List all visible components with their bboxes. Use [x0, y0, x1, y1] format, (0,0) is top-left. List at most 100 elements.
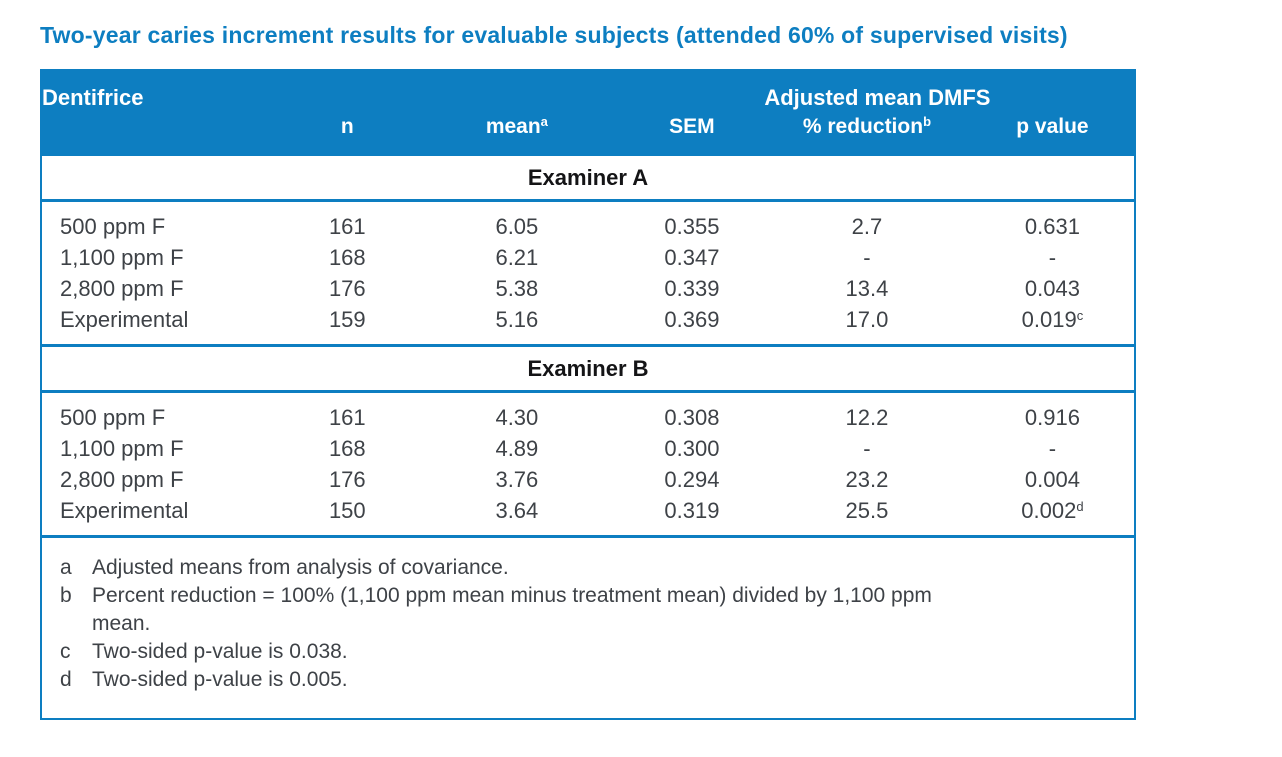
footnotes-row: a Adjusted means from analysis of covari… — [41, 535, 1135, 719]
cell-pvalue: 0.043 — [971, 273, 1135, 304]
cell-sem: 0.339 — [664, 276, 720, 301]
header-reduction-label: % reduction — [802, 115, 924, 138]
cell-pvalue: - — [971, 242, 1135, 273]
table-row: Experimental 150 3.64 0.319 25.5 0.002d — [41, 495, 1135, 537]
cell-n: 168 — [328, 436, 366, 461]
cell-pvalue: 0.916 — [971, 392, 1135, 434]
footnotes-cell: a Adjusted means from analysis of covari… — [41, 535, 1135, 719]
table-row: 500 ppm F 161 6.05 0.355 2.7 0.631 — [41, 201, 1135, 243]
header-dentifrice: Dentifrice — [41, 70, 621, 114]
footnote-text: Percent reduction = 100% (1,100 ppm mean… — [92, 584, 932, 635]
cell-n: 176 — [328, 467, 366, 492]
footnote-text: Two-sided p-value is 0.005. — [92, 668, 348, 691]
cell-mean: 3.76 — [495, 467, 539, 492]
footnote-d: d Two-sided p-value is 0.005. — [60, 666, 1114, 694]
cell-reduction: 13.4 — [845, 276, 889, 301]
header-col-reduction: % reductionb — [763, 114, 971, 155]
cell-dentifrice: 1,100 ppm F — [60, 245, 184, 270]
cell-n: 159 — [328, 307, 366, 332]
cell-sem: 0.300 — [664, 436, 720, 461]
cell-mean: 6.05 — [495, 214, 539, 239]
cell-n: 168 — [328, 245, 366, 270]
footnote-text: Adjusted means from analysis of covarian… — [92, 556, 509, 579]
footnote-marker: a — [60, 556, 72, 579]
cell-pvalue: 0.004 — [971, 464, 1135, 495]
cell-reduction: 2.7 — [851, 214, 883, 239]
cell-sem: 0.308 — [664, 405, 720, 430]
pvalue-text: - — [1048, 245, 1057, 270]
table-row: 1,100 ppm F 168 4.89 0.300 - - — [41, 433, 1135, 464]
cell-dentifrice: 500 ppm F — [60, 214, 166, 239]
section-label-examiner-b: Examiner B — [41, 344, 1135, 393]
cell-dentifrice: 2,800 ppm F — [60, 467, 184, 492]
examiner-b-rows: 500 ppm F 161 4.30 0.308 12.2 0.916 1,10… — [41, 392, 1135, 537]
section-band-examiner-a: Examiner A — [41, 153, 1135, 202]
footnote-b: b Percent reduction = 100% (1,100 ppm me… — [60, 582, 1114, 638]
cell-pvalue: 0.019c — [971, 304, 1135, 346]
table-header: Dentifrice Adjusted mean DMFS n meana SE… — [41, 70, 1135, 155]
footnotes-section: a Adjusted means from analysis of covari… — [41, 535, 1135, 719]
header-mean-label: mean — [485, 115, 541, 138]
cell-mean: 6.21 — [495, 245, 539, 270]
table-row: 500 ppm F 161 4.30 0.308 12.2 0.916 — [41, 392, 1135, 434]
table-row: 2,800 ppm F 176 3.76 0.294 23.2 0.004 — [41, 464, 1135, 495]
cell-sem: 0.355 — [664, 214, 720, 239]
footnote-text: Two-sided p-value is 0.038. — [92, 640, 348, 663]
pvalue-text: 0.916 — [1024, 405, 1080, 430]
cell-mean: 5.38 — [495, 276, 539, 301]
cell-sem: 0.347 — [664, 245, 720, 270]
cell-dentifrice: 1,100 ppm F — [60, 436, 184, 461]
footnote-marker: b — [60, 584, 72, 607]
pvalue-text: 0.002 — [1021, 498, 1077, 523]
header-col-n: n — [281, 114, 413, 155]
header-spacer — [41, 114, 282, 155]
pvalue-text: 0.019 — [1021, 307, 1077, 332]
cell-reduction: - — [863, 436, 871, 461]
header-col-pvalue: p value — [970, 114, 1135, 155]
header-col-mean: meana — [412, 114, 621, 155]
cell-n: 161 — [328, 214, 366, 239]
cell-reduction: 23.2 — [845, 467, 889, 492]
cell-pvalue: 0.631 — [971, 201, 1135, 243]
section-label-examiner-a: Examiner A — [41, 153, 1135, 202]
cell-mean: 4.30 — [495, 405, 539, 430]
cell-dentifrice: 2,800 ppm F — [60, 276, 184, 301]
pvalue-text: 0.631 — [1024, 214, 1080, 239]
cell-sem: 0.369 — [664, 307, 720, 332]
pvalue-text: 0.004 — [1024, 467, 1080, 492]
cell-dentifrice: Experimental — [60, 307, 189, 332]
table-row: 2,800 ppm F 176 5.38 0.339 13.4 0.043 — [41, 273, 1135, 304]
footnote-marker: c — [60, 640, 71, 663]
cell-reduction: 17.0 — [845, 307, 889, 332]
footnote-a: a Adjusted means from analysis of covari… — [60, 554, 1114, 582]
cell-mean: 4.89 — [495, 436, 539, 461]
header-col-sem: SEM — [620, 114, 764, 155]
pvalue-text: 0.043 — [1024, 276, 1080, 301]
cell-mean: 3.64 — [495, 498, 539, 523]
cell-pvalue: - — [971, 433, 1135, 464]
header-group-adjusted-mean-dmfs: Adjusted mean DMFS — [620, 70, 1135, 114]
header-group-row: Dentifrice Adjusted mean DMFS — [41, 70, 1135, 114]
cell-sem: 0.294 — [664, 467, 720, 492]
cell-dentifrice: 500 ppm F — [60, 405, 166, 430]
pvalue-text: - — [1048, 436, 1057, 461]
section-band-row: Examiner A — [41, 153, 1135, 202]
results-table: Dentifrice Adjusted mean DMFS n meana SE… — [40, 69, 1136, 720]
cell-n: 161 — [328, 405, 366, 430]
cell-reduction: 12.2 — [845, 405, 889, 430]
cell-reduction: 25.5 — [845, 498, 889, 523]
section-band-row: Examiner B — [41, 344, 1135, 393]
section-band-examiner-b: Examiner B — [41, 344, 1135, 393]
cell-reduction: - — [863, 245, 871, 270]
header-columns-row: n meana SEM % reductionb p value — [41, 114, 1135, 155]
cell-n: 150 — [328, 498, 366, 523]
footnote-marker: d — [60, 668, 72, 691]
pvalue-footnote-marker: c — [1076, 308, 1084, 323]
cell-n: 176 — [328, 276, 366, 301]
cell-mean: 5.16 — [495, 307, 539, 332]
examiner-a-rows: 500 ppm F 161 6.05 0.355 2.7 0.631 1,100… — [41, 201, 1135, 346]
header-mean-footnote-marker: a — [540, 114, 548, 129]
header-reduction-footnote-marker: b — [923, 114, 932, 129]
footnote-c: c Two-sided p-value is 0.038. — [60, 638, 1114, 666]
